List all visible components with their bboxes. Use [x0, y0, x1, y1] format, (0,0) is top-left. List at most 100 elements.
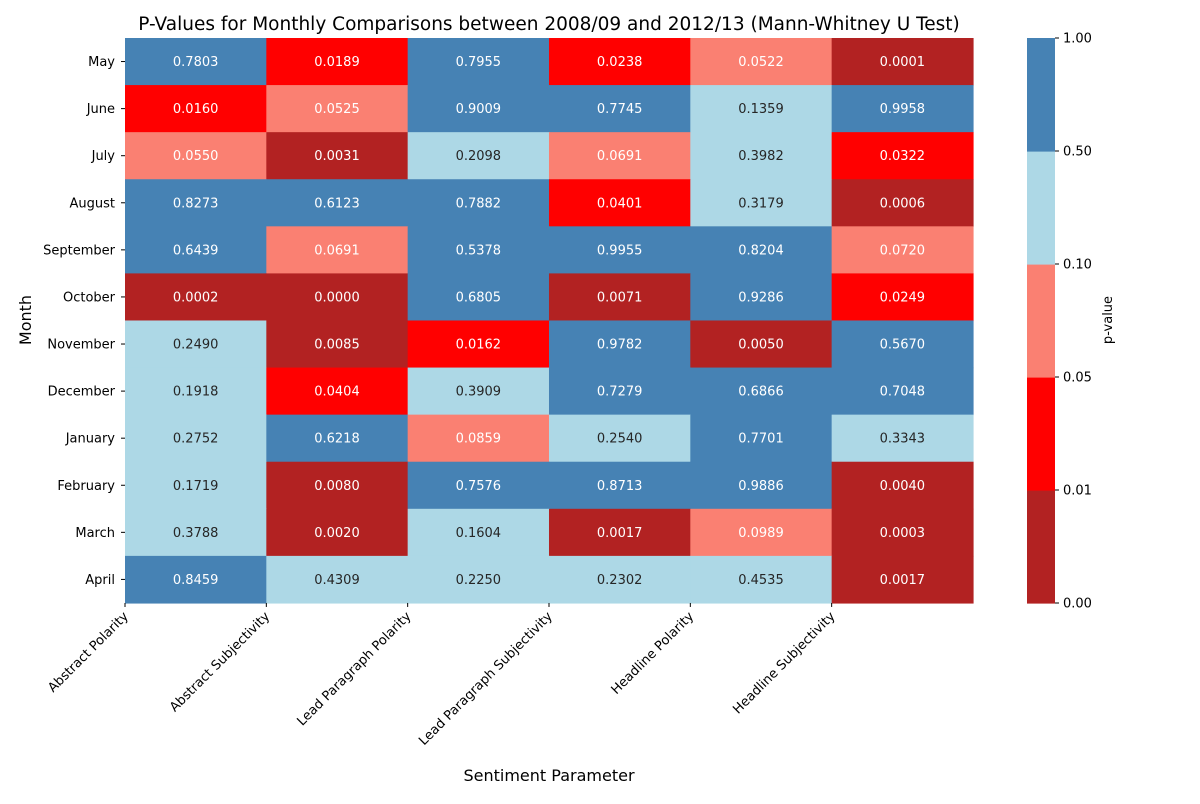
colorbar-tick-label: 0.00 [1063, 597, 1092, 612]
y-tick-label: November [47, 338, 115, 353]
heatmap-cell [407, 273, 550, 322]
colorbar-segment [1027, 490, 1055, 604]
cell-value-label: 0.3909 [456, 385, 502, 400]
heatmap-cell [548, 179, 691, 227]
heatmap-cell [407, 320, 550, 369]
heatmap-cell [407, 508, 550, 557]
heatmap-cell [831, 85, 974, 133]
colorbar-tick-label: 1.00 [1063, 32, 1092, 47]
heatmap-cell [548, 367, 691, 416]
heatmap-cell [125, 38, 267, 86]
heatmap-cell [548, 38, 691, 86]
heatmap-cell [407, 555, 550, 604]
cell-value-label: 0.2098 [456, 149, 502, 164]
cell-value-label: 0.9886 [738, 479, 784, 494]
heatmap-cell [831, 555, 974, 604]
cell-value-label: 0.0006 [880, 196, 926, 211]
cell-value-label: 0.6218 [314, 432, 360, 447]
cell-value-label: 0.3179 [738, 196, 784, 211]
heatmap-cell [125, 414, 267, 463]
cell-value-label: 0.0001 [880, 55, 926, 70]
heatmap-cell [831, 320, 974, 369]
cell-value-label: 0.0401 [597, 196, 643, 211]
heatmap-cell [690, 320, 833, 369]
heatmap-cell [690, 226, 833, 274]
cell-value-label: 0.0000 [314, 290, 360, 305]
heatmap-cell [831, 273, 974, 322]
y-tick-label: October [63, 290, 116, 305]
y-tick-label: June [86, 102, 115, 117]
heatmap-cell [831, 414, 974, 463]
heatmap-cell [266, 508, 409, 557]
chart-title: P-Values for Monthly Comparisons between… [138, 14, 960, 35]
heatmap-cell [407, 414, 550, 463]
heatmap-cell [266, 132, 409, 180]
cell-value-label: 0.3788 [173, 526, 219, 541]
heatmap-cell [548, 461, 691, 510]
cell-value-label: 0.0249 [880, 290, 926, 305]
heatmap-cell [407, 367, 550, 416]
cell-value-label: 0.0322 [880, 149, 926, 164]
y-tick-label: December [48, 385, 116, 400]
cell-value-label: 0.1359 [738, 102, 784, 117]
heatmap-cell [266, 367, 409, 416]
cell-value-label: 0.0162 [456, 338, 502, 353]
cell-value-label: 0.0525 [314, 102, 360, 117]
heatmap-cell [407, 38, 550, 86]
cell-value-label: 0.1604 [456, 526, 502, 541]
heatmap-cell [690, 508, 833, 557]
cell-value-label: 0.8273 [173, 196, 219, 211]
heatmap-cell [125, 367, 267, 416]
cell-value-label: 0.9958 [880, 102, 926, 117]
heatmap-cell [407, 226, 550, 274]
cell-value-label: 0.0550 [173, 149, 219, 164]
heatmap-cell [831, 461, 974, 510]
heatmap-cell [548, 555, 691, 604]
heatmap-cell [125, 226, 267, 274]
cell-value-label: 0.0017 [597, 526, 643, 541]
cell-value-label: 0.0040 [880, 479, 926, 494]
cell-value-label: 0.0691 [597, 149, 643, 164]
heatmap-cell [266, 414, 409, 463]
heatmap-cell [125, 320, 267, 369]
heatmap-cell [548, 320, 691, 369]
heatmap-cell [407, 132, 550, 180]
heatmap-cell [831, 179, 974, 227]
heatmap-cell [125, 508, 267, 557]
colorbar-tick-label: 0.50 [1063, 145, 1092, 160]
y-tick-label: April [85, 573, 115, 588]
cell-value-label: 0.9955 [597, 243, 643, 258]
cell-value-label: 0.0003 [880, 526, 926, 541]
cell-value-label: 0.6805 [456, 290, 502, 305]
cell-value-label: 0.0691 [314, 243, 360, 258]
heatmap-cell [548, 273, 691, 322]
cell-value-label: 0.6123 [314, 196, 360, 211]
cell-value-label: 0.7701 [738, 432, 784, 447]
y-tick-label: March [75, 526, 115, 541]
cell-value-label: 0.6439 [173, 243, 219, 258]
heatmap-cell [125, 179, 267, 227]
cell-value-label: 0.0031 [314, 149, 360, 164]
cell-value-label: 0.0017 [880, 573, 926, 588]
cell-value-label: 0.0989 [738, 526, 784, 541]
cell-value-label: 0.0189 [314, 55, 360, 70]
heatmap-cell [407, 179, 550, 227]
heatmap-cell [266, 461, 409, 510]
heatmap-cell [690, 38, 833, 86]
x-tick-label: Lead Paragraph Polarity [294, 609, 414, 729]
cell-value-label: 0.5378 [456, 243, 502, 258]
cell-value-label: 0.0522 [738, 55, 784, 70]
cell-value-label: 0.7745 [597, 102, 643, 117]
cell-value-label: 0.7882 [456, 196, 502, 211]
heatmap-cell [690, 179, 833, 227]
cell-value-label: 0.8204 [738, 243, 784, 258]
cell-value-label: 0.0071 [597, 290, 643, 305]
heatmap-cell [266, 179, 409, 227]
cell-value-label: 0.5670 [880, 338, 926, 353]
x-axis-label: Sentiment Parameter [463, 766, 634, 785]
heatmap-cell [125, 555, 267, 604]
cell-value-label: 0.4309 [314, 573, 360, 588]
heatmap-cell [407, 461, 550, 510]
heatmap-cell [690, 273, 833, 322]
cell-value-label: 0.0080 [314, 479, 360, 494]
